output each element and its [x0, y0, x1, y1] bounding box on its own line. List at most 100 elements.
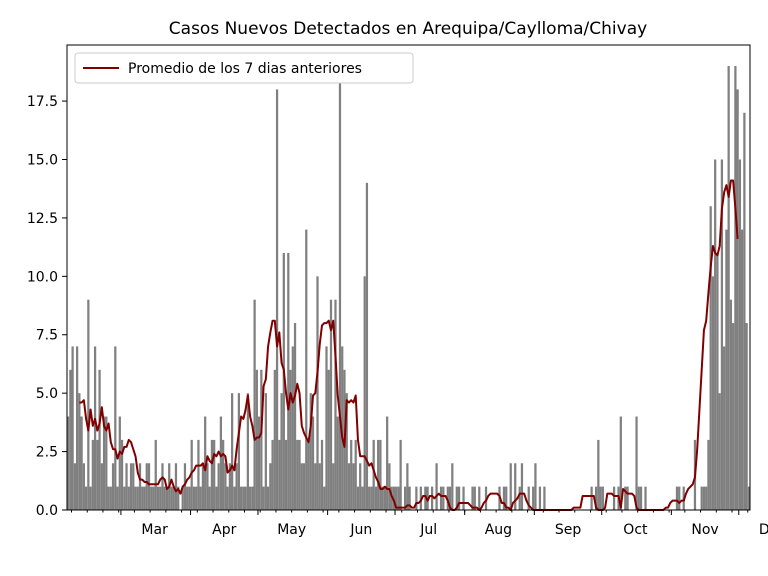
bar — [302, 463, 306, 510]
moving-average-series — [79, 179, 739, 511]
y-axis: 0.0 2.5 5.0 7.5 10.0 12.5 15.0 17.5 — [27, 94, 67, 519]
bar — [89, 486, 92, 510]
bar — [165, 486, 169, 510]
bar — [291, 346, 294, 510]
bar — [177, 486, 180, 510]
bar — [747, 486, 750, 510]
y-tick-label: 10.0 — [27, 269, 58, 285]
bar — [327, 369, 330, 510]
bar — [538, 486, 542, 510]
bar — [711, 276, 715, 510]
bar — [296, 439, 299, 510]
y-tick-label: 5.0 — [36, 386, 58, 402]
bar — [73, 463, 76, 510]
bar — [727, 66, 730, 510]
bar — [374, 486, 378, 510]
bar — [442, 486, 445, 510]
bar — [152, 486, 155, 510]
bar — [114, 346, 117, 510]
bar — [91, 439, 94, 510]
bar — [100, 463, 103, 510]
bar — [125, 463, 128, 510]
bar — [738, 159, 742, 510]
bar — [255, 369, 258, 510]
bar — [729, 299, 733, 510]
bar — [141, 486, 144, 510]
bar — [619, 416, 622, 510]
bar — [134, 486, 137, 510]
bar — [213, 439, 216, 510]
bar — [181, 486, 184, 510]
bar — [639, 486, 643, 510]
bar — [338, 66, 342, 510]
bar — [102, 416, 106, 510]
bar — [471, 486, 474, 510]
x-tick-label: Sep — [555, 522, 582, 538]
bar — [716, 252, 719, 510]
bar — [361, 486, 364, 510]
bar — [307, 439, 310, 510]
bar — [143, 486, 146, 510]
bar — [284, 439, 288, 510]
bar — [188, 486, 191, 510]
x-tick-label: Dec — [759, 522, 768, 538]
x-tick-label: Jul — [419, 522, 437, 538]
bar — [224, 463, 227, 510]
y-tick-label: 7.5 — [36, 328, 58, 344]
bar — [448, 486, 452, 510]
x-tick-label: Aug — [485, 522, 512, 538]
bar — [368, 486, 371, 510]
bar — [127, 486, 130, 510]
bar — [462, 486, 465, 510]
bar — [381, 486, 384, 510]
bar — [334, 299, 337, 510]
bar — [446, 486, 449, 510]
bar — [723, 346, 726, 510]
bar — [720, 159, 724, 510]
bar — [399, 439, 402, 510]
bar — [678, 486, 681, 510]
bar — [397, 486, 400, 510]
bar — [350, 439, 353, 510]
bar — [325, 346, 328, 510]
bar — [174, 463, 178, 510]
bar — [395, 486, 398, 510]
bar — [320, 439, 324, 510]
bar — [377, 439, 380, 510]
bar — [235, 463, 238, 510]
bar — [289, 369, 292, 510]
bar — [644, 486, 647, 510]
bar — [260, 369, 263, 510]
bar — [156, 486, 160, 510]
bar — [75, 346, 79, 510]
bar — [282, 252, 285, 510]
bar — [484, 486, 488, 510]
bar — [242, 486, 245, 510]
bar — [93, 346, 97, 510]
bar — [635, 416, 638, 510]
bar — [96, 439, 99, 510]
bar — [732, 323, 735, 510]
bar — [204, 416, 207, 510]
bar — [82, 463, 85, 510]
bar — [354, 439, 357, 510]
bar — [323, 486, 326, 510]
bar — [404, 486, 407, 510]
bar — [624, 486, 627, 510]
bar — [599, 486, 602, 510]
bar — [226, 486, 229, 510]
y-tick-label: 2.5 — [36, 445, 58, 461]
legend-box — [74, 52, 414, 84]
bar — [520, 463, 524, 510]
plot-area — [67, 45, 750, 510]
bar — [298, 439, 301, 510]
bar — [714, 159, 717, 510]
bar — [145, 463, 148, 510]
bar — [502, 486, 506, 510]
bar — [98, 369, 101, 510]
bar — [347, 463, 351, 510]
bar — [439, 486, 443, 510]
bar — [222, 439, 225, 510]
bar — [725, 229, 728, 510]
bar — [305, 229, 308, 510]
